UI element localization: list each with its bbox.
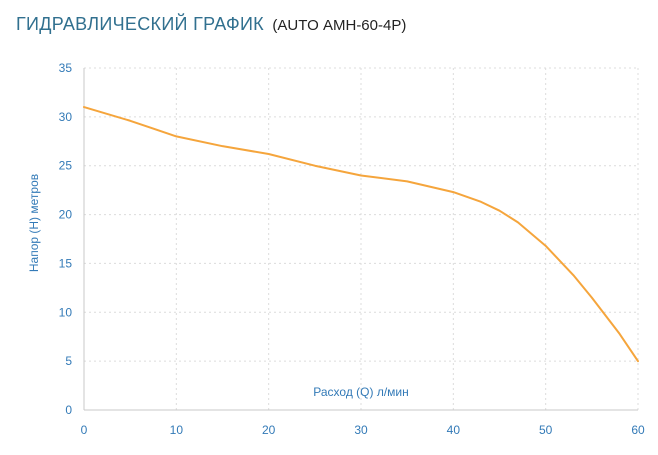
y-tick-label: 15	[59, 256, 73, 270]
y-tick-label: 25	[59, 159, 73, 173]
x-tick-label: 50	[539, 423, 553, 437]
x-tick-label: 20	[262, 423, 276, 437]
pump-curve-chart: 0 5 10 15 20 25 30 35 0 10 20 30 40 50 60 Расход (Q) л/…	[27, 61, 645, 437]
y-axis-title: Напор (H) метров	[27, 174, 41, 272]
y-tick-label: 0	[65, 403, 72, 417]
chart-area: 0 5 10 15 20 25 30 35 0 10 20 30 40 50 60 Расход (Q) л/…	[0, 50, 658, 455]
y-tick-label: 35	[59, 61, 73, 75]
x-tick-label: 60	[631, 423, 645, 437]
y-tick-label: 30	[59, 110, 73, 124]
y-tick-label: 20	[59, 208, 73, 222]
x-tick-label: 0	[81, 423, 88, 437]
chart-title: ГИДРАВЛИЧЕСКИЙ ГРАФИК	[16, 14, 264, 34]
pump-curve	[83, 106, 639, 363]
x-axis-title: Расход (Q) л/мин	[313, 385, 408, 399]
y-tick-label: 10	[59, 305, 73, 319]
page-header: ГИДРАВЛИЧЕСКИЙ ГРАФИК (AUTO АМН-60-4Р)	[0, 0, 658, 35]
x-tick-label: 40	[447, 423, 461, 437]
x-tick-label: 10	[170, 423, 184, 437]
chart-subtitle: (AUTO АМН-60-4Р)	[272, 17, 407, 34]
y-tick-label: 5	[65, 354, 72, 368]
x-tick-label: 30	[354, 423, 368, 437]
